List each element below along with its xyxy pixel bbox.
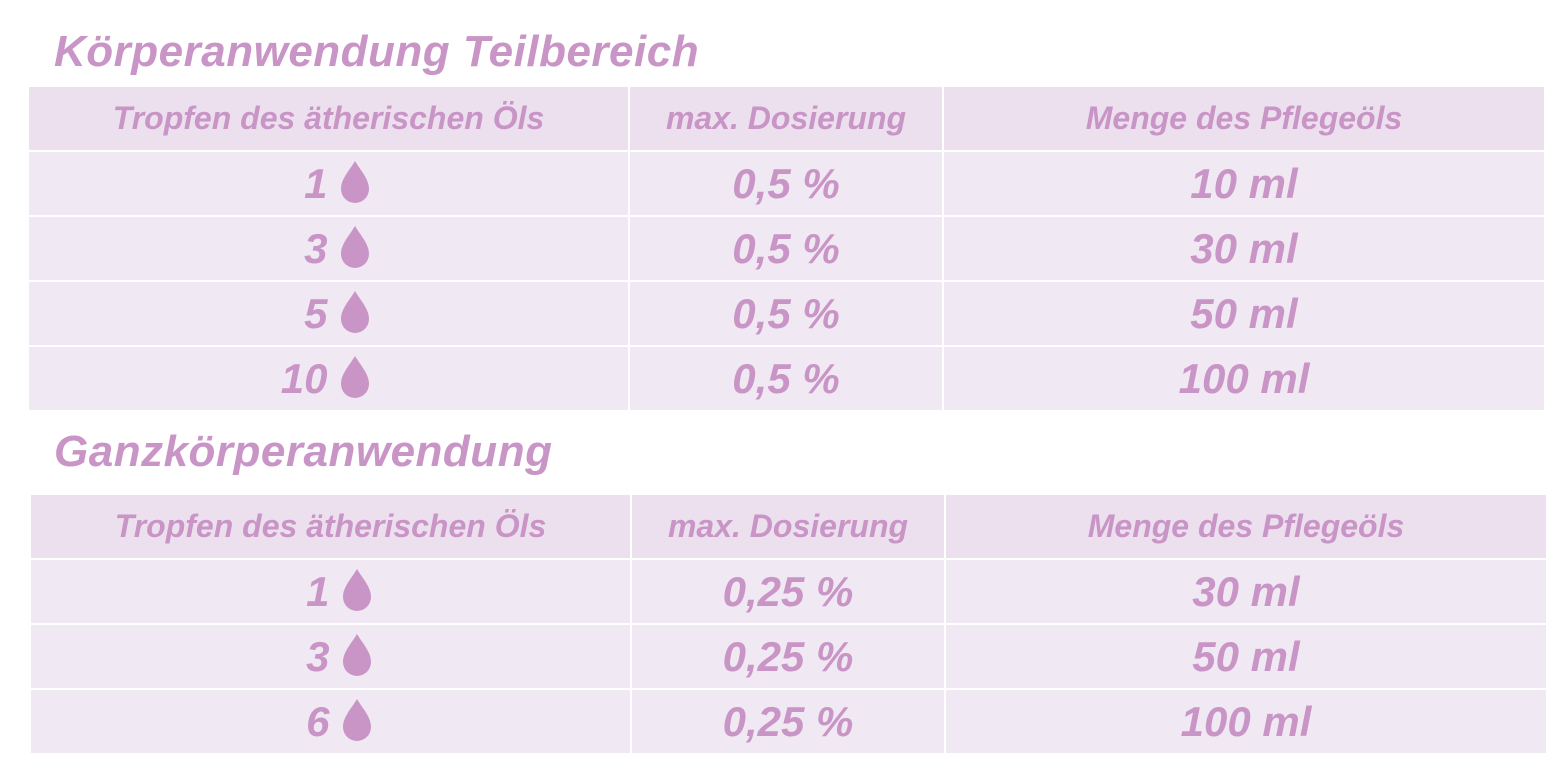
table-row: 1 0,25 % 30 ml xyxy=(29,558,1548,625)
drop-icon xyxy=(338,225,372,269)
amount-cell: 10 ml xyxy=(942,150,1546,217)
table-row: 5 0,5 % 50 ml xyxy=(27,280,1546,347)
dosage-cell: 0,5 % xyxy=(628,150,944,217)
table-row: 1 0,5 % 10 ml xyxy=(27,150,1546,217)
drops-cell: 1 xyxy=(27,150,630,217)
amount-cell: 50 ml xyxy=(942,280,1546,347)
drops-cell: 10 xyxy=(27,345,630,412)
column-header-dosage: max. Dosierung xyxy=(628,85,944,152)
table-header-row: Tropfen des ätherischen Öls max. Dosieru… xyxy=(27,85,1546,152)
drops-cell: 5 xyxy=(27,280,630,347)
column-header-amount: Menge des Pflegeöls xyxy=(942,85,1546,152)
table-header-row: Tropfen des ätherischen Öls max. Dosieru… xyxy=(29,493,1548,560)
column-header-drops: Tropfen des ätherischen Öls xyxy=(27,85,630,152)
table-row: 10 0,5 % 100 ml xyxy=(27,345,1546,412)
dosage-table-ganzkoerper: Tropfen des ätherischen Öls max. Dosieru… xyxy=(29,493,1548,755)
section-title-teilbereich: Körperanwendung Teilbereich xyxy=(54,27,700,76)
table-row: 3 0,25 % 50 ml xyxy=(29,623,1548,690)
amount-cell: 50 ml xyxy=(944,623,1548,690)
drop-count: 1 xyxy=(306,567,330,615)
amount-cell: 30 ml xyxy=(944,558,1548,625)
drop-icon xyxy=(340,633,374,677)
column-header-dosage: max. Dosierung xyxy=(630,493,946,560)
column-header-drops: Tropfen des ätherischen Öls xyxy=(29,493,632,560)
drops-cell: 3 xyxy=(29,623,632,690)
drop-icon xyxy=(338,160,372,204)
drop-icon xyxy=(338,290,372,334)
drop-icon xyxy=(340,568,374,612)
drops-cell: 3 xyxy=(27,215,630,282)
drop-count: 1 xyxy=(304,159,328,207)
dosage-cell: 0,25 % xyxy=(630,623,946,690)
dosage-cell: 0,5 % xyxy=(628,215,944,282)
amount-cell: 100 ml xyxy=(942,345,1546,412)
drop-count: 5 xyxy=(304,289,328,337)
drops-cell: 1 xyxy=(29,558,632,625)
table-row: 6 0,25 % 100 ml xyxy=(29,688,1548,755)
drop-icon xyxy=(338,355,372,399)
dosage-cell: 0,25 % xyxy=(630,688,946,755)
amount-cell: 30 ml xyxy=(942,215,1546,282)
drop-count: 6 xyxy=(306,697,330,745)
table-row: 3 0,5 % 30 ml xyxy=(27,215,1546,282)
drop-count: 10 xyxy=(280,354,328,402)
drop-count: 3 xyxy=(304,224,328,272)
column-header-amount: Menge des Pflegeöls xyxy=(944,493,1548,560)
amount-cell: 100 ml xyxy=(944,688,1548,755)
dosage-cell: 0,5 % xyxy=(628,345,944,412)
dosage-table-teilbereich: Tropfen des ätherischen Öls max. Dosieru… xyxy=(27,85,1546,412)
drop-count: 3 xyxy=(306,632,330,680)
drop-icon xyxy=(340,698,374,742)
section-title-ganzkoerper: Ganzkörperanwendung xyxy=(54,427,553,476)
drops-cell: 6 xyxy=(29,688,632,755)
dosage-cell: 0,25 % xyxy=(630,558,946,625)
dosage-cell: 0,5 % xyxy=(628,280,944,347)
